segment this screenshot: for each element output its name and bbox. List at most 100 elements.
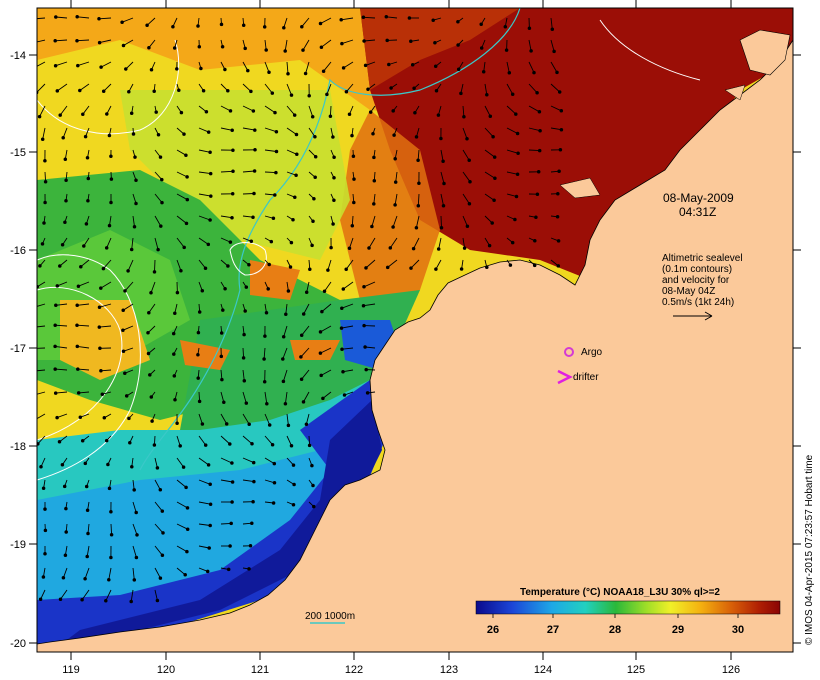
velocity-arrow-head: [78, 415, 83, 419]
velocity-arrow: [301, 17, 310, 27]
velocity-arrow: [242, 170, 255, 173]
velocity-arrow-head: [340, 41, 344, 46]
velocity-arrow-head: [160, 509, 165, 513]
velocity-arrow-head: [341, 66, 346, 70]
velocity-arrow: [103, 259, 112, 269]
velocity-arrow-head: [513, 217, 517, 222]
y-tick-label: -19: [10, 539, 26, 551]
velocity-arrow-head: [416, 204, 421, 208]
velocity-arrow-head: [185, 175, 189, 179]
velocity-arrow-head: [132, 578, 137, 582]
x-tick-label: 122: [345, 664, 363, 676]
velocity-arrow: [282, 369, 288, 382]
velocity-arrow-head: [456, 43, 460, 47]
velocity-arrow-head: [208, 150, 212, 155]
velocity-arrow-head: [33, 41, 36, 44]
velocity-arrow-head: [58, 113, 62, 117]
velocity-arrow-head: [228, 544, 232, 548]
velocity-arrow: [506, 61, 510, 73]
velocity-arrow-head: [121, 349, 126, 353]
velocity-arrow-head: [171, 331, 176, 336]
velocity-arrow-head: [385, 38, 389, 43]
velocity-arrow-head: [43, 507, 47, 511]
velocity-arrow: [417, 193, 420, 206]
velocity-arrow: [37, 17, 46, 20]
velocity-arrow-head: [197, 44, 202, 49]
velocity-arrow: [55, 391, 68, 394]
velocity-arrow-head: [413, 111, 417, 115]
velocity-arrow-head: [40, 242, 45, 246]
velocity-arrow-head: [109, 177, 114, 181]
velocity-arrow-head: [514, 112, 518, 116]
velocity-arrow-head: [367, 246, 371, 250]
velocity-arrow-head: [274, 170, 278, 175]
velocity-arrow: [242, 435, 253, 445]
velocity-arrow: [55, 368, 68, 371]
velocity-arrow-head: [434, 89, 439, 93]
velocity-arrow-head: [63, 553, 68, 557]
velocity-arrow: [341, 39, 354, 45]
velocity-arrow-head: [196, 376, 200, 380]
velocity-arrow-head: [43, 179, 48, 184]
velocity-arrow-head: [250, 521, 254, 525]
velocity-arrow-head: [253, 128, 257, 132]
velocity-arrow: [326, 83, 332, 95]
velocity-arrow-head: [231, 148, 235, 152]
velocity-arrow: [42, 127, 46, 140]
velocity-arrow-head: [321, 69, 326, 73]
velocity-arrow: [242, 127, 255, 131]
velocity-arrow-head: [269, 239, 274, 244]
velocity-arrow: [122, 303, 134, 311]
velocity-arrow: [176, 545, 188, 552]
velocity-arrow-head: [79, 264, 83, 269]
velocity-arrow-head: [247, 567, 251, 571]
velocity-arrow-head: [479, 46, 484, 50]
velocity-arrow: [122, 325, 134, 331]
velocity-arrow: [176, 215, 187, 224]
date-line1: 08-May-2009: [663, 191, 734, 205]
velocity-arrow-head: [160, 177, 164, 182]
velocity-arrow-head: [107, 223, 112, 228]
y-tick-label: -14: [10, 50, 26, 62]
velocity-arrow-head: [149, 68, 154, 72]
velocity-arrow-head: [132, 225, 137, 229]
velocity-arrow-head: [391, 109, 395, 113]
velocity-arrow-head: [185, 197, 190, 202]
velocity-arrow-head: [196, 330, 201, 335]
velocity-arrow: [282, 347, 288, 360]
velocity-arrow-head: [291, 502, 296, 507]
velocity-arrows: [33, 15, 564, 604]
velocity-arrow: [264, 149, 277, 152]
velocity-arrow-head: [98, 346, 102, 351]
velocity-arrow-head: [53, 63, 58, 68]
velocity-arrow-head: [208, 523, 212, 528]
velocity-arrow: [76, 324, 90, 327]
velocity-arrow-head: [273, 193, 277, 197]
velocity-arrow-head: [161, 531, 165, 535]
velocity-arrow-head: [75, 15, 79, 19]
velocity-arrow: [99, 303, 112, 308]
velocity-arrow: [321, 39, 332, 48]
velocity-arrow: [198, 237, 209, 245]
velocity-arrow-head: [160, 200, 164, 205]
velocity-arrow: [37, 413, 46, 420]
velocity-arrow-head: [205, 569, 210, 574]
velocity-arrow-head: [308, 267, 312, 272]
velocity-arrow-head: [220, 377, 224, 382]
colorbar-tick-label: 28: [609, 624, 621, 636]
x-tick-label: 121: [251, 664, 269, 676]
velocity-arrow-head: [53, 367, 57, 371]
velocity-arrow: [365, 259, 376, 269]
velocity-arrow-head: [434, 267, 438, 271]
velocity-arrow-head: [414, 225, 419, 230]
velocity-arrow-head: [340, 347, 344, 351]
velocity-arrow-head: [85, 554, 89, 559]
velocity-arrow: [550, 61, 558, 73]
velocity-arrow-head: [124, 394, 129, 398]
velocity-arrow: [440, 193, 444, 206]
velocity-arrow: [308, 127, 316, 137]
velocity-arrow-head: [34, 418, 37, 421]
velocity-arrow-head: [39, 465, 43, 469]
velocity-arrow-head: [361, 303, 366, 308]
